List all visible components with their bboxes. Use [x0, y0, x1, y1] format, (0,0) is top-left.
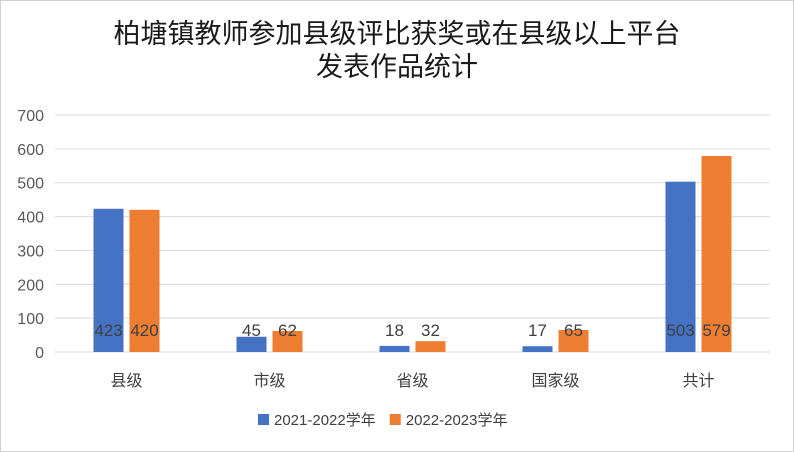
y-tick-label: 100 — [17, 311, 44, 328]
x-tick-label: 县级 — [110, 371, 142, 390]
y-tick-label: 400 — [17, 210, 44, 227]
bar-2 — [129, 209, 160, 352]
bar-1 — [522, 346, 553, 352]
x-tick-label: 国家级 — [531, 371, 579, 390]
data-label: 62 — [278, 321, 297, 340]
legend-label: 2022-2023学年 — [406, 412, 508, 429]
data-label: 18 — [385, 321, 404, 340]
bar-1 — [236, 336, 267, 352]
bar-1 — [665, 181, 696, 352]
data-label: 32 — [421, 321, 440, 340]
x-tick-label: 省级 — [396, 371, 428, 390]
data-label: 579 — [702, 321, 730, 340]
y-tick-label: 700 — [17, 108, 44, 125]
chart-title: 柏塘镇教师参加县级评比获奖或在县级以上平台 发表作品统计 — [0, 18, 794, 84]
x-tick-label: 市级 — [253, 371, 285, 390]
chart-title-line-2: 发表作品统计 — [316, 52, 478, 83]
y-tick-label: 0 — [35, 345, 44, 362]
y-tick-label: 200 — [17, 277, 44, 294]
y-tick-label: 500 — [17, 176, 44, 193]
bar-1 — [93, 208, 124, 352]
bar-1 — [379, 345, 410, 352]
legend-swatch — [389, 414, 401, 425]
y-tick-label: 300 — [17, 243, 44, 260]
legend-swatch — [258, 414, 269, 425]
data-label: 423 — [94, 321, 122, 340]
bar-2 — [272, 331, 303, 352]
x-tick-label: 共计 — [682, 371, 714, 390]
bar-2 — [558, 329, 589, 352]
y-tick-label: 600 — [17, 142, 44, 159]
data-label: 17 — [528, 321, 547, 340]
data-label: 65 — [564, 321, 583, 340]
legend-label: 2021-2022学年 — [274, 412, 376, 429]
chart-title-line-1: 柏塘镇教师参加县级评比获奖或在县级以上平台 — [113, 19, 681, 50]
data-label: 420 — [130, 321, 158, 340]
bar-2 — [415, 341, 446, 352]
data-label: 503 — [666, 321, 694, 340]
data-label: 45 — [242, 321, 261, 340]
bar-2 — [701, 155, 732, 352]
